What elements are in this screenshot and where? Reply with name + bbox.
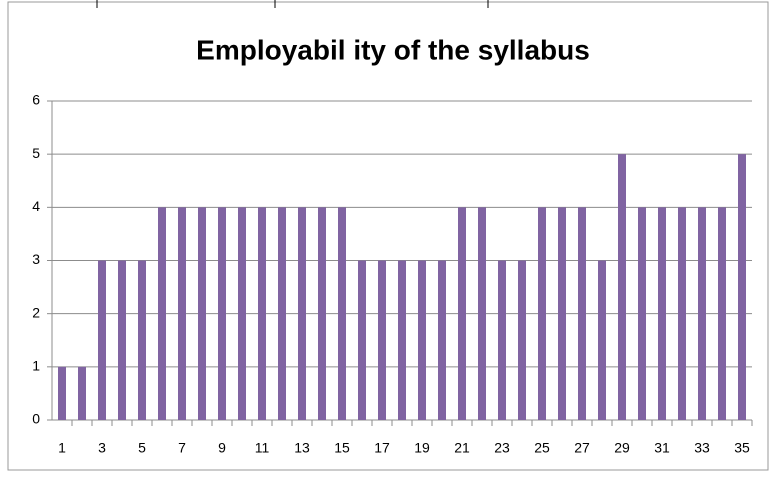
x-tick-label: 17 xyxy=(374,440,390,456)
x-tick-label: 19 xyxy=(414,440,430,456)
x-tick-label: 35 xyxy=(734,440,750,456)
bar xyxy=(198,207,206,420)
y-tick-label: 2 xyxy=(32,304,40,320)
bar xyxy=(438,260,446,420)
x-tick-label: 1 xyxy=(58,440,66,456)
bar xyxy=(158,207,166,420)
bar xyxy=(418,260,426,420)
bar xyxy=(518,260,526,420)
x-tick-label: 23 xyxy=(494,440,510,456)
bar xyxy=(558,207,566,420)
bar xyxy=(638,207,646,420)
bar xyxy=(698,207,706,420)
x-tick-label: 5 xyxy=(138,440,146,456)
bar xyxy=(218,207,226,420)
bar xyxy=(58,366,66,420)
x-tick-label: 9 xyxy=(218,440,226,456)
bar xyxy=(718,207,726,420)
bar xyxy=(258,207,266,420)
x-tick-label: 33 xyxy=(694,440,710,456)
bar xyxy=(678,207,686,420)
bar xyxy=(658,207,666,420)
bar xyxy=(98,260,106,420)
bar xyxy=(118,260,126,420)
x-tick-label: 7 xyxy=(178,440,186,456)
y-tick-label: 4 xyxy=(32,198,40,214)
bar xyxy=(598,260,606,420)
bar xyxy=(338,207,346,420)
bar xyxy=(78,366,86,420)
bar xyxy=(378,260,386,420)
bar xyxy=(578,207,586,420)
bar xyxy=(318,207,326,420)
chart-title: Employabil ity of the syllabus xyxy=(196,34,590,65)
y-tick-label: 0 xyxy=(32,411,40,427)
bar xyxy=(618,154,626,420)
y-tick-label: 6 xyxy=(32,92,40,108)
bar xyxy=(478,207,486,420)
bar xyxy=(398,260,406,420)
bar xyxy=(458,207,466,420)
x-tick-label: 31 xyxy=(654,440,670,456)
x-tick-label: 27 xyxy=(574,440,590,456)
bar xyxy=(298,207,306,420)
bar xyxy=(238,207,246,420)
bar xyxy=(138,260,146,420)
x-tick-label: 21 xyxy=(454,440,470,456)
bar xyxy=(358,260,366,420)
y-tick-label: 5 xyxy=(32,145,40,161)
bar xyxy=(498,260,506,420)
bar xyxy=(538,207,546,420)
bar xyxy=(178,207,186,420)
bar xyxy=(738,154,746,420)
y-tick-label: 3 xyxy=(32,251,40,267)
x-tick-label: 29 xyxy=(614,440,630,456)
x-tick-label: 11 xyxy=(255,440,270,456)
x-tick-label: 13 xyxy=(294,440,310,456)
y-tick-label: 1 xyxy=(32,358,40,374)
bar xyxy=(278,207,286,420)
x-tick-label: 15 xyxy=(334,440,350,456)
x-tick-label: 3 xyxy=(98,440,106,456)
x-tick-label: 25 xyxy=(534,440,550,456)
